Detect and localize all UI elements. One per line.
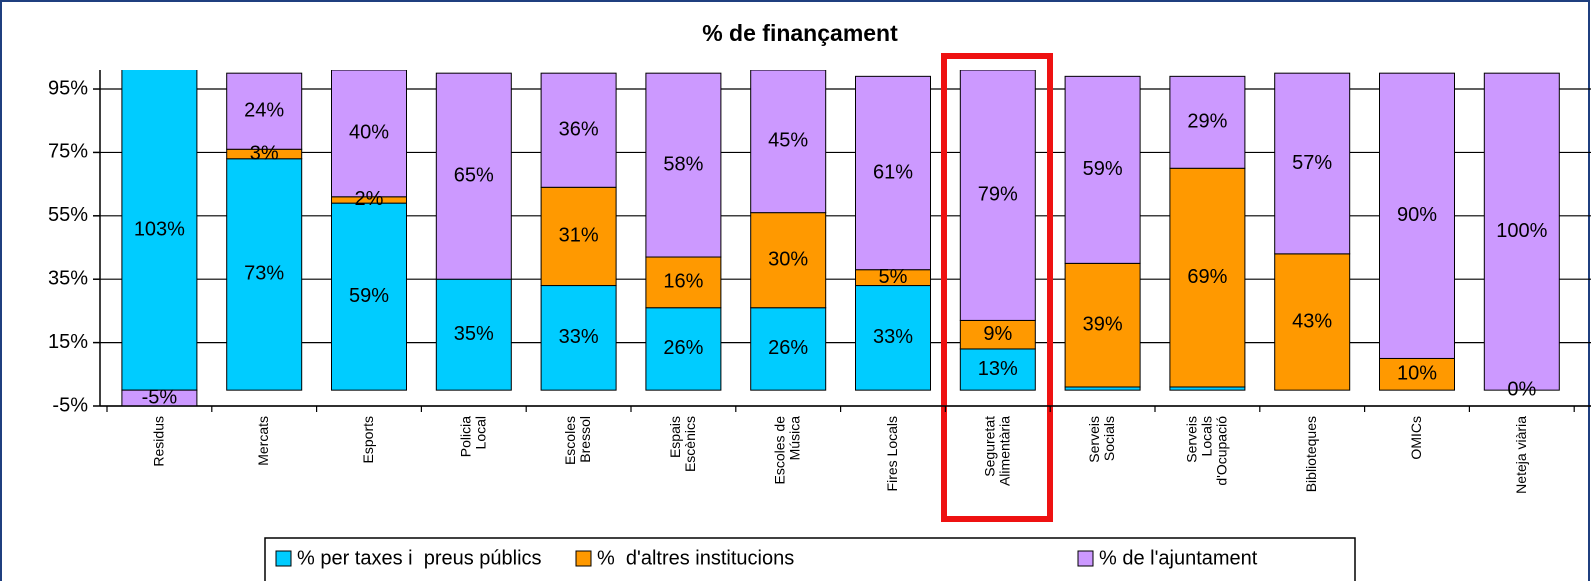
- bar-segment: [855, 75, 931, 271]
- data-label: 58%: [663, 153, 703, 175]
- data-label: 9%: [983, 323, 1012, 345]
- x-tick-label: SeguretatAlimentària: [981, 416, 1012, 486]
- x-tick-label: ServeisSocials: [1086, 416, 1117, 463]
- bar-segment: [226, 158, 303, 391]
- legend: [264, 537, 1356, 581]
- data-label: -5%: [142, 386, 178, 408]
- data-label: 59%: [349, 285, 389, 307]
- y-tick-label: 55%: [48, 204, 88, 226]
- bar-segment: [1064, 262, 1141, 388]
- data-label: 59%: [1083, 158, 1123, 180]
- x-tick-label: Biblioteques: [1303, 416, 1319, 492]
- bar-segment: [959, 348, 1036, 391]
- x-tick-label: EscolesBressol: [562, 416, 593, 465]
- chart-title: % de finançament: [702, 20, 898, 46]
- data-label: 73%: [244, 263, 284, 285]
- data-label: 31%: [559, 225, 599, 247]
- legend-swatch: [275, 550, 292, 567]
- data-label: 43%: [1292, 310, 1332, 332]
- data-label: 35%: [454, 323, 494, 345]
- bar-segment: [226, 72, 303, 150]
- bar-segment: [1379, 72, 1455, 359]
- data-label: 29%: [1187, 111, 1227, 133]
- data-label: 10%: [1397, 363, 1437, 385]
- data-label: 2%: [355, 188, 384, 210]
- y-tick-label: 35%: [48, 267, 88, 289]
- bar-segment: [540, 285, 617, 391]
- data-label: 26%: [768, 337, 808, 359]
- plot-area: [100, 70, 1591, 407]
- bar-segment: [750, 70, 827, 214]
- bar-segment: [645, 307, 722, 391]
- y-tick-label: -5%: [52, 394, 88, 416]
- x-tick-label: OMICs: [1408, 416, 1424, 460]
- data-label: 0%: [1507, 378, 1536, 400]
- x-tick-label: Fires Locals: [884, 416, 900, 491]
- data-label: 57%: [1292, 152, 1332, 174]
- legend-swatch: [575, 550, 592, 567]
- x-tick-label: Mercats: [255, 416, 271, 466]
- data-label: 33%: [873, 326, 913, 348]
- data-label: 45%: [768, 130, 808, 152]
- x-tick-label: Neteja viària: [1513, 416, 1529, 494]
- data-label: 103%: [134, 218, 185, 240]
- bar-segment: [855, 285, 931, 391]
- x-tick-label: ServeisLocalsd'Ocupació: [1183, 416, 1229, 486]
- bar-segment: [645, 72, 722, 258]
- y-tick-label: 75%: [48, 141, 88, 163]
- bar-segment: [1064, 75, 1141, 264]
- bar-segment: [750, 212, 827, 309]
- x-tick-label: Esports: [360, 416, 376, 463]
- bar-segment: [331, 70, 407, 198]
- bar-segment: [1169, 167, 1246, 388]
- data-label: 65%: [454, 164, 494, 186]
- data-label: 36%: [559, 119, 599, 141]
- legend-swatch: [1077, 550, 1094, 567]
- x-tick-label: Residus: [150, 416, 166, 467]
- data-label: 16%: [663, 271, 703, 293]
- bar-segment: [750, 307, 827, 391]
- data-label: 3%: [250, 142, 279, 164]
- bar-segment: [1483, 72, 1560, 391]
- bar-segment: [540, 72, 617, 188]
- x-tick-label: Escoles deMúsica: [771, 416, 802, 485]
- bar-segment: [1274, 253, 1351, 391]
- data-label: 30%: [768, 248, 808, 270]
- y-tick-label: 95%: [48, 77, 88, 99]
- bar-segment: [331, 202, 407, 391]
- bar-segment: [1274, 72, 1351, 255]
- data-label: 100%: [1496, 220, 1547, 242]
- bar-segment: [435, 278, 512, 391]
- data-label: 33%: [559, 326, 599, 348]
- x-tick-label: PoliciaLocal: [457, 416, 488, 457]
- data-label: 13%: [978, 358, 1018, 380]
- bar-segment: [645, 256, 722, 309]
- bar-segment: [1169, 75, 1246, 169]
- data-label: 5%: [879, 266, 908, 288]
- data-label: 40%: [349, 122, 389, 144]
- data-label: 79%: [978, 183, 1018, 205]
- x-tick-label: EspaisEscènics: [667, 416, 698, 472]
- data-label: 26%: [663, 337, 703, 359]
- legend-label: % per taxes i preus públics: [297, 547, 542, 569]
- data-label: 61%: [873, 161, 913, 183]
- data-label: 90%: [1397, 204, 1437, 226]
- data-label: 69%: [1187, 266, 1227, 288]
- bar-segment: [435, 72, 512, 280]
- bar-segment: [959, 70, 1036, 321]
- bar-segment: [540, 186, 617, 287]
- y-tick-label: 15%: [48, 331, 88, 353]
- highlight-box: [941, 53, 1053, 522]
- legend-label: % d'altres institucions: [597, 547, 794, 569]
- legend-label: % de l'ajuntament: [1099, 547, 1258, 569]
- data-label: 39%: [1083, 313, 1123, 335]
- data-label: 24%: [244, 99, 284, 121]
